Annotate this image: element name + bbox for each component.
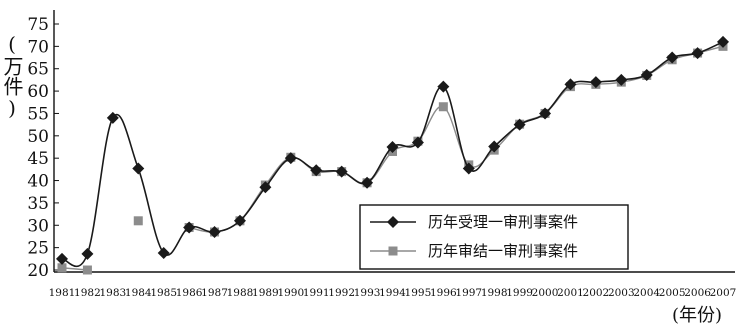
data-point: [208, 225, 221, 238]
x-axis-label: (年份): [672, 305, 722, 326]
legend-box: [359, 204, 629, 270]
data-point: [284, 152, 297, 165]
x-tick-label: 1991: [303, 287, 330, 299]
data-point: [57, 263, 67, 273]
x-tick-label: 2002: [583, 287, 610, 299]
y-tick-label: 55: [27, 104, 49, 124]
x-tick-label: 1999: [506, 287, 533, 299]
x-tick-label: 2006: [684, 287, 711, 299]
data-point: [691, 47, 704, 60]
data-point: [133, 216, 143, 226]
data-point: [335, 165, 348, 178]
x-tick-label: 1993: [354, 287, 381, 299]
x-tick-label: 1992: [328, 287, 355, 299]
y-tick-label: 25: [27, 239, 49, 259]
data-point: [56, 252, 68, 265]
y-tick-label: 70: [27, 37, 49, 57]
x-tick-label: 1981: [49, 287, 76, 299]
data-point: [132, 162, 145, 175]
x-tick-label: 1984: [125, 287, 152, 299]
legend-label-1: 历年审结一审刑事案件: [428, 242, 578, 260]
data-point: [310, 164, 323, 177]
x-tick-label: 1983: [99, 287, 126, 299]
x-tick-label: 1998: [481, 287, 508, 299]
x-tick-label: 1995: [405, 287, 432, 299]
x-tick-label: 1986: [176, 287, 203, 299]
data-point: [717, 35, 729, 48]
data-point: [157, 247, 170, 260]
data-point: [539, 107, 552, 120]
series-0: [56, 35, 729, 268]
x-tick-label: 2000: [532, 287, 559, 299]
data-point: [82, 265, 92, 275]
y-axis-label: (万件): [0, 32, 24, 120]
x-tick-label: 1988: [227, 287, 254, 299]
x-tick-label: 2004: [633, 287, 660, 299]
x-tick-label: 1985: [150, 287, 177, 299]
data-point: [437, 80, 450, 93]
x-tick-label: 1987: [201, 287, 228, 299]
legend: 历年受理一审刑事案件 历年审结一审刑事案件: [359, 204, 629, 270]
series-layer: [56, 35, 729, 275]
x-tick-label: 1990: [277, 287, 304, 299]
x-tick-label: 2007: [710, 287, 737, 299]
y-tick-label: 50: [27, 127, 49, 147]
x-tick-label: 2001: [557, 287, 584, 299]
series-0-line: [61, 41, 724, 268]
data-point: [513, 118, 526, 131]
legend-marker-1: [388, 246, 398, 256]
data-point: [640, 68, 653, 81]
data-point: [438, 102, 448, 112]
x-tick-label: 1997: [455, 287, 482, 299]
data-point: [106, 111, 119, 124]
y-tick-label: 75: [27, 15, 49, 35]
data-point: [259, 181, 272, 194]
legend-label-0: 历年受理一审刑事案件: [428, 213, 578, 231]
data-point: [589, 76, 602, 89]
x-tick-label: 1994: [379, 287, 406, 299]
y-tick-label: 40: [27, 172, 49, 192]
x-tick-label: 2005: [659, 287, 686, 299]
y-tick-label: 60: [27, 82, 49, 102]
data-point: [386, 141, 399, 153]
x-tick-label: 1982: [74, 287, 101, 299]
x-tick-label: 1996: [430, 287, 457, 299]
data-point: [564, 78, 577, 91]
data-point: [81, 247, 94, 260]
y-tick-label: 20: [27, 261, 49, 281]
y-tick-label: 35: [27, 194, 49, 214]
data-point: [488, 140, 501, 153]
x-tick-label: 2003: [608, 287, 635, 299]
y-tick-label: 45: [27, 149, 49, 169]
data-point: [361, 176, 374, 189]
y-tick-label: 65: [27, 60, 49, 80]
data-point: [666, 51, 679, 64]
data-point: [411, 136, 424, 149]
data-point: [183, 221, 196, 234]
data-point: [462, 162, 475, 175]
data-point: [615, 73, 628, 86]
x-tick-label: 1989: [252, 287, 279, 299]
series-1-line: [188, 45, 724, 233]
y-tick-label: 30: [27, 216, 49, 236]
legend-marker-0: [387, 216, 399, 228]
data-point: [233, 214, 246, 227]
